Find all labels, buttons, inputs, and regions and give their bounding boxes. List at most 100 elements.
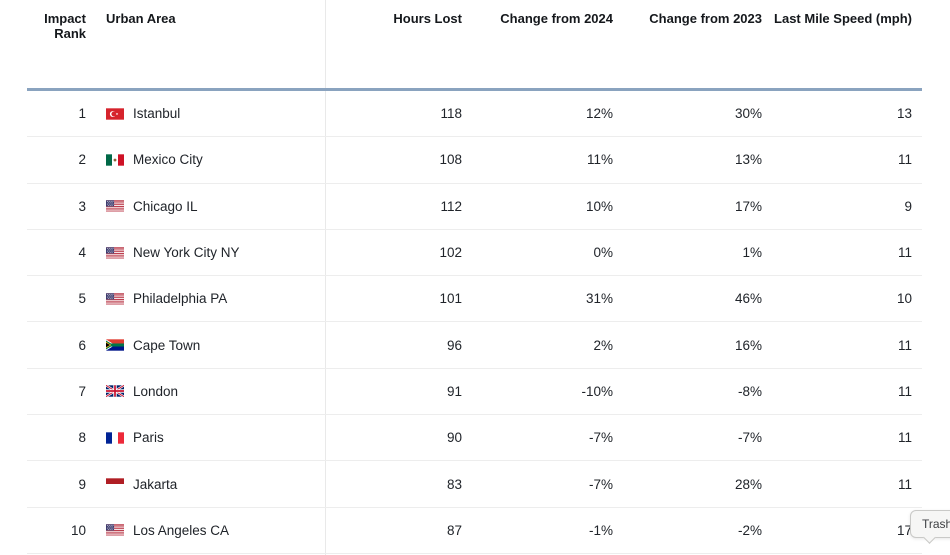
- hours-lost-value: 112: [440, 198, 462, 214]
- urban-area-label: Los Angeles CA: [133, 522, 230, 538]
- last-mile-speed-value: 11: [897, 430, 912, 446]
- traffic-impact-table: Impact Rank Urban Area Hours Lost Change fr…: [27, 0, 922, 554]
- column-header-change_2023[interactable]: Change from 2023: [649, 11, 762, 26]
- change-from-2024-value: -7%: [588, 430, 613, 446]
- last-mile-speed-value: 11: [897, 476, 912, 492]
- urban-area-cell: Cape Town: [95, 338, 325, 353]
- column-header-last_mile_speed[interactable]: Last Mile Speed (mph): [774, 11, 912, 26]
- impact-rank-value: 8: [78, 430, 86, 446]
- urban-area-cell: Jakarta: [95, 477, 325, 492]
- flag-icon-gb: [106, 385, 124, 398]
- urban-area-cell: Los Angeles CA: [95, 523, 325, 538]
- hours-lost-value: 108: [439, 152, 462, 168]
- change-from-2024-value: -1%: [588, 522, 613, 538]
- flag-icon-za: [106, 339, 124, 351]
- change-from-2024-value: 31%: [585, 291, 613, 307]
- change-from-2024-value: 11%: [586, 152, 613, 168]
- hours-lost-value: 83: [446, 476, 462, 492]
- change-from-2024-value: 2%: [593, 337, 613, 353]
- last-mile-speed-value: 11: [897, 245, 912, 261]
- impact-rank-value: 1: [78, 106, 86, 122]
- flag-icon-mx: [106, 154, 124, 166]
- column-header-hours_lost[interactable]: Hours Lost: [393, 11, 462, 26]
- urban-area-cell: Istanbul: [95, 106, 325, 121]
- flag-icon-us: [106, 246, 124, 259]
- flag-icon-tr: [106, 107, 124, 120]
- change-from-2024-value: -10%: [581, 383, 613, 399]
- urban-area-label: Paris: [133, 430, 164, 446]
- change-from-2023-value: -7%: [737, 430, 762, 446]
- urban-area-cell: Chicago IL: [95, 199, 325, 214]
- urban-area-label: New York City NY: [133, 245, 240, 261]
- last-mile-speed-value: 11: [897, 337, 912, 353]
- table-row: 3 Chicago IL 112 10% 17% 9: [27, 184, 922, 230]
- change-from-2024-value: 10%: [585, 198, 613, 214]
- urban-area-label: Cape Town: [133, 337, 201, 353]
- table-row: 6 Cape Town 96 2% 16% 11: [27, 322, 922, 369]
- column-header-urban_area[interactable]: Urban Area: [106, 11, 176, 26]
- table-row: 7 London 91 -10% -8% 11: [27, 369, 922, 416]
- change-from-2023-value: 16%: [734, 337, 762, 353]
- impact-rank-value: 3: [78, 198, 86, 214]
- impact-rank-value: 4: [78, 245, 86, 261]
- flag-icon-id: [106, 478, 124, 490]
- table-row: 8 Paris 90 -7% -7% 11: [27, 415, 922, 462]
- last-mile-speed-value: 9: [904, 198, 912, 214]
- change-from-2024-value: -7%: [588, 476, 613, 492]
- flag-icon-us: [106, 200, 124, 212]
- column-header-impact_rank[interactable]: Impact Rank: [44, 11, 86, 42]
- column-header-change_2024[interactable]: Change from 2024: [500, 11, 613, 26]
- table-row: 9 Jakarta 83 -7% 28% 11: [27, 461, 922, 508]
- change-from-2024-value: 12%: [585, 106, 613, 122]
- table-header-row: Impact Rank Urban Area Hours Lost Change fr…: [27, 0, 922, 91]
- impact-rank-value: 2: [78, 152, 86, 168]
- last-mile-speed-value: 17: [896, 522, 912, 538]
- hours-lost-value: 91: [446, 383, 462, 399]
- change-from-2023-value: -2%: [737, 522, 762, 538]
- last-mile-speed-value: 11: [897, 383, 912, 399]
- flag-icon-us: [106, 293, 124, 305]
- urban-area-cell: Paris: [95, 430, 325, 445]
- table-body: 1 Istanbul 118 12% 30% 13 2 Mexico City 108 11% 13…: [27, 91, 922, 554]
- last-mile-speed-value: 10: [896, 291, 912, 307]
- change-from-2023-value: 13%: [734, 152, 762, 168]
- last-mile-speed-value: 11: [897, 152, 912, 168]
- change-from-2023-value: 46%: [734, 291, 762, 307]
- urban-area-cell: Philadelphia PA: [95, 291, 325, 306]
- table-row: 10 Los Angeles CA 87 -1% -2% 17: [27, 508, 922, 554]
- change-from-2024-value: 0%: [593, 245, 613, 261]
- change-from-2023-value: 30%: [734, 106, 762, 122]
- urban-area-label: Philadelphia PA: [133, 291, 228, 307]
- impact-rank-value: 6: [78, 337, 86, 353]
- table-row: 1 Istanbul 118 12% 30% 13: [27, 91, 922, 138]
- table-row: 2 Mexico City 108 11% 13% 11: [27, 137, 922, 184]
- hours-lost-value: 96: [446, 337, 462, 353]
- hours-lost-value: 118: [440, 106, 462, 122]
- impact-rank-value: 5: [78, 291, 86, 307]
- flag-icon-us: [106, 524, 124, 536]
- flag-icon-fr: [106, 432, 124, 444]
- urban-area-cell: Mexico City: [95, 152, 325, 167]
- hours-lost-value: 102: [439, 245, 462, 261]
- column-divider: [325, 0, 326, 555]
- impact-rank-value: 9: [78, 476, 86, 492]
- impact-rank-value: 7: [78, 383, 86, 399]
- change-from-2023-value: 17%: [734, 198, 762, 214]
- last-mile-speed-value: 13: [896, 106, 912, 122]
- table-row: 5 Philadelphia PA 101 31% 46% 10: [27, 276, 922, 323]
- hours-lost-value: 101: [439, 291, 462, 307]
- impact-rank-value: 10: [70, 522, 86, 538]
- change-from-2023-value: -8%: [737, 383, 762, 399]
- urban-area-label: Mexico City: [133, 152, 203, 168]
- table-row: 4 New York City NY 102 0% 1% 11: [27, 230, 922, 277]
- urban-area-cell: London: [95, 384, 325, 399]
- trash-tooltip-label: Trash: [922, 517, 950, 531]
- hours-lost-value: 87: [446, 522, 462, 538]
- hours-lost-value: 90: [446, 430, 462, 446]
- urban-area-label: London: [133, 383, 179, 399]
- urban-area-label: Istanbul: [133, 106, 181, 122]
- urban-area-cell: New York City NY: [95, 245, 325, 260]
- urban-area-label: Jakarta: [133, 476, 178, 492]
- trash-tooltip: Trash: [910, 510, 950, 538]
- change-from-2023-value: 28%: [734, 476, 762, 492]
